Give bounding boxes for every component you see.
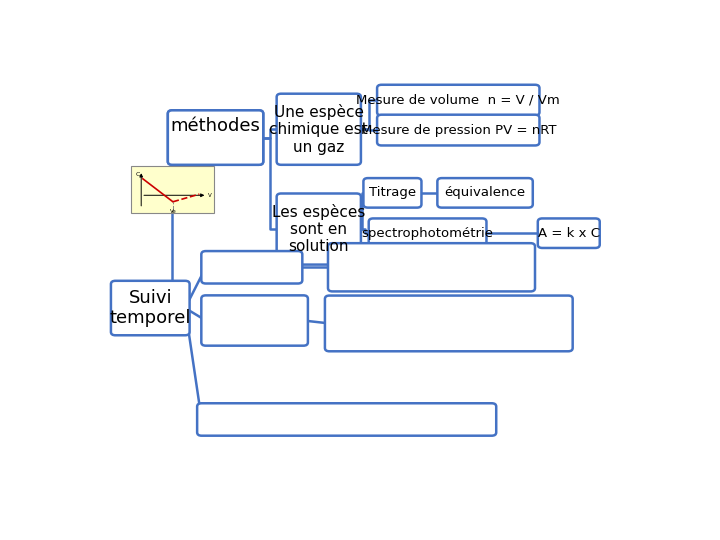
- FancyBboxPatch shape: [377, 114, 539, 145]
- Text: spectrophotométrie: spectrophotométrie: [361, 227, 494, 240]
- FancyBboxPatch shape: [437, 178, 533, 207]
- FancyBboxPatch shape: [197, 403, 496, 436]
- FancyBboxPatch shape: [276, 193, 361, 265]
- FancyBboxPatch shape: [168, 110, 264, 165]
- FancyBboxPatch shape: [168, 110, 264, 165]
- Text: méthodes: méthodes: [171, 117, 261, 135]
- FancyBboxPatch shape: [364, 178, 421, 207]
- FancyBboxPatch shape: [328, 243, 535, 292]
- FancyBboxPatch shape: [369, 219, 487, 248]
- FancyBboxPatch shape: [325, 295, 572, 352]
- FancyBboxPatch shape: [131, 166, 214, 213]
- Text: équivalence: équivalence: [444, 186, 526, 199]
- Text: V: V: [207, 193, 212, 198]
- FancyBboxPatch shape: [111, 281, 189, 335]
- Text: Les espèces
sont en
solution: Les espèces sont en solution: [272, 204, 366, 254]
- Text: méthodes: méthodes: [171, 129, 261, 146]
- Text: Suivi
temporel: Suivi temporel: [109, 289, 191, 327]
- Text: Une espèce
chimique est
un gaz: Une espèce chimique est un gaz: [269, 104, 368, 154]
- FancyBboxPatch shape: [377, 85, 539, 116]
- Text: A = k x C: A = k x C: [538, 227, 600, 240]
- Text: Mesure de pression PV = nRT: Mesure de pression PV = nRT: [361, 124, 556, 137]
- Text: Ve: Ve: [170, 208, 177, 214]
- Text: C: C: [135, 172, 140, 177]
- FancyBboxPatch shape: [202, 251, 302, 284]
- Text: Titrage: Titrage: [369, 186, 416, 199]
- FancyBboxPatch shape: [202, 295, 308, 346]
- FancyBboxPatch shape: [276, 94, 361, 165]
- FancyBboxPatch shape: [538, 219, 600, 248]
- Text: Mesure de volume  n = V / Vm: Mesure de volume n = V / Vm: [356, 93, 560, 106]
